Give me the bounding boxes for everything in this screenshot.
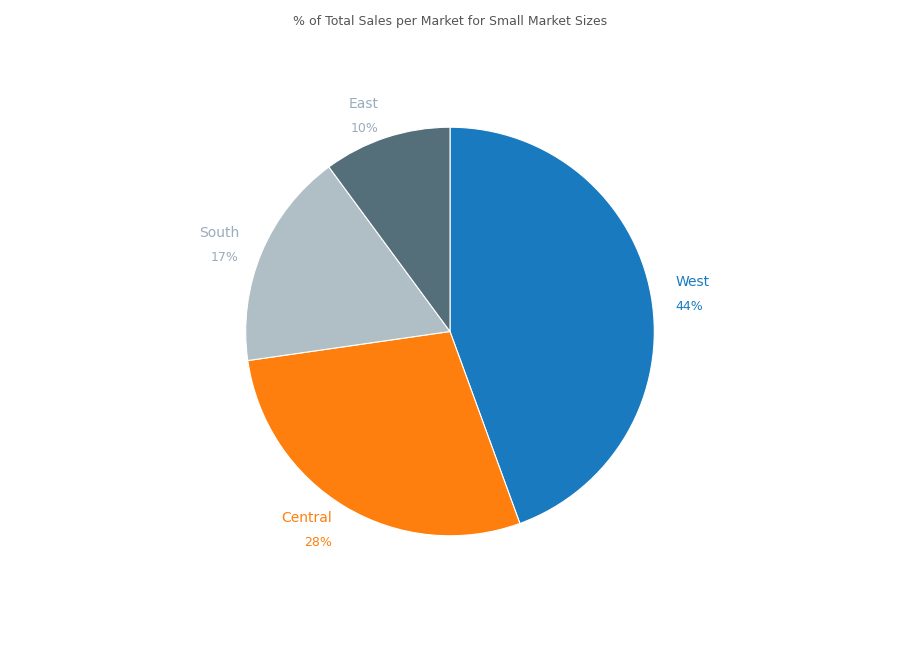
Text: West: West <box>675 274 709 289</box>
Wedge shape <box>328 127 450 332</box>
Wedge shape <box>246 167 450 361</box>
Text: 10%: 10% <box>351 122 379 135</box>
Title: % of Total Sales per Market for Small Market Sizes: % of Total Sales per Market for Small Ma… <box>292 15 608 28</box>
Wedge shape <box>248 332 520 536</box>
Text: South: South <box>199 226 239 240</box>
Text: 17%: 17% <box>212 251 239 264</box>
Text: Central: Central <box>282 511 332 525</box>
Text: 28%: 28% <box>304 536 332 549</box>
Wedge shape <box>450 127 654 523</box>
Text: East: East <box>348 97 379 111</box>
Text: 44%: 44% <box>675 300 703 313</box>
